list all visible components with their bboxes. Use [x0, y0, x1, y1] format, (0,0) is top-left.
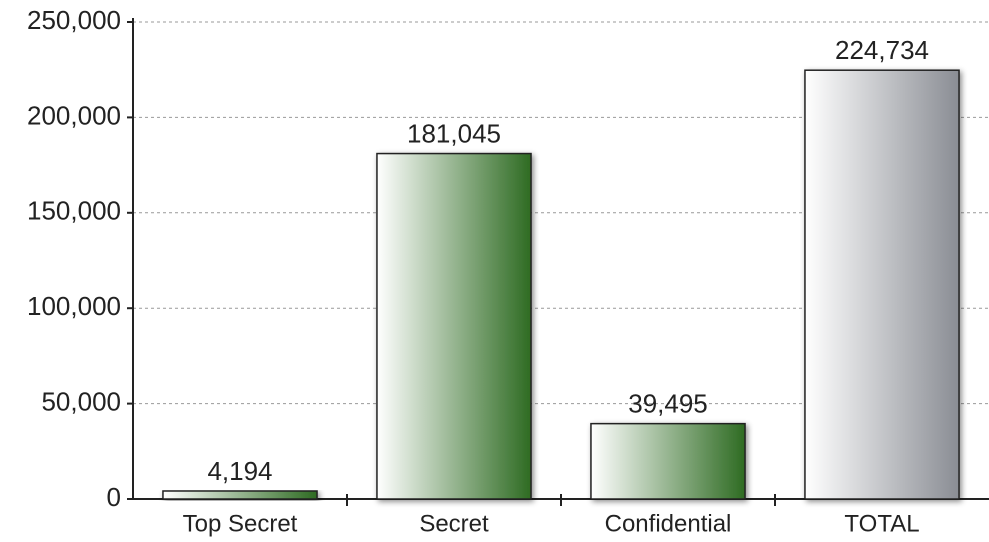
x-tick-label: Secret [419, 510, 489, 537]
y-tick-label: 0 [107, 482, 121, 512]
bar [590, 422, 746, 500]
bar [804, 69, 960, 500]
y-tick-label: 200,000 [27, 100, 121, 130]
y-tick-label: 100,000 [27, 291, 121, 321]
value-label: 181,045 [407, 118, 501, 148]
y-tick-label: 150,000 [27, 196, 121, 226]
y-tick-label: 50,000 [41, 386, 121, 416]
x-tick-label: Top Secret [183, 510, 298, 537]
bar [376, 152, 532, 500]
value-label: 39,495 [628, 389, 708, 419]
value-label: 224,734 [835, 35, 929, 65]
y-tick-label: 250,000 [27, 5, 121, 35]
bar [162, 490, 318, 500]
x-tick-label: TOTAL [844, 510, 919, 537]
x-tick-label: Confidential [605, 510, 732, 537]
value-label: 4,194 [207, 456, 272, 486]
